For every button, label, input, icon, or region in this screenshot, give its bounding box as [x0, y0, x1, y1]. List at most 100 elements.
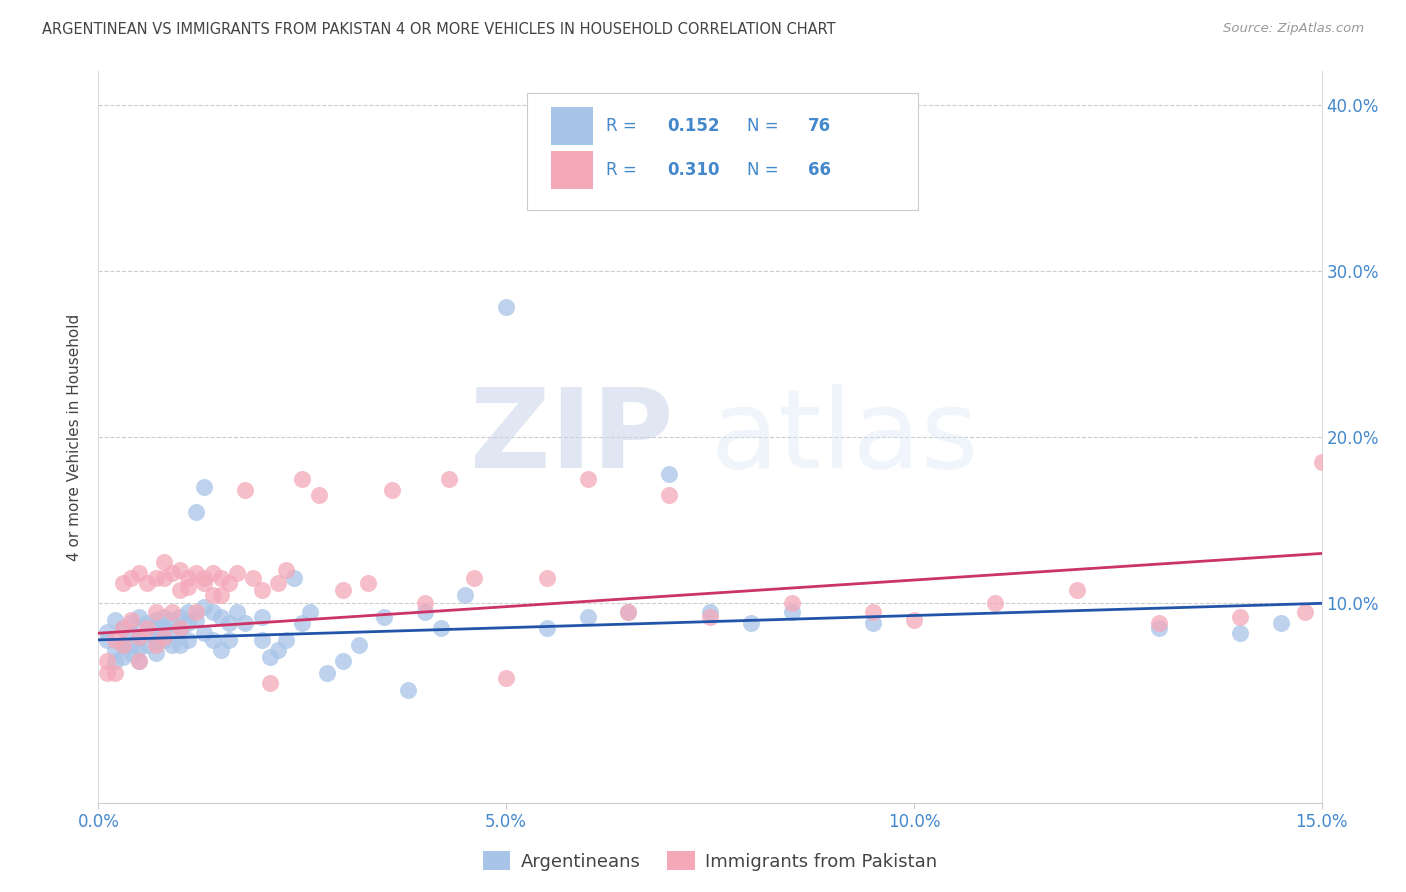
- Point: [226, 605, 249, 619]
- Point: [160, 624, 183, 639]
- Point: [111, 576, 134, 591]
- Point: [617, 605, 640, 619]
- Point: [495, 301, 517, 315]
- Point: [169, 638, 191, 652]
- Point: [576, 472, 599, 486]
- Point: [259, 676, 281, 690]
- Point: [96, 655, 118, 669]
- Point: [209, 588, 232, 602]
- Point: [454, 588, 477, 602]
- Point: [209, 609, 232, 624]
- Point: [576, 609, 599, 624]
- Point: [160, 566, 183, 581]
- Point: [413, 605, 436, 619]
- Point: [349, 638, 371, 652]
- Point: [104, 655, 127, 669]
- Point: [201, 605, 224, 619]
- Point: [658, 467, 681, 481]
- Point: [145, 632, 167, 647]
- Point: [1147, 616, 1170, 631]
- Point: [160, 638, 183, 652]
- Point: [128, 641, 150, 656]
- FancyBboxPatch shape: [551, 107, 592, 145]
- Text: 0.310: 0.310: [668, 161, 720, 179]
- Point: [186, 566, 208, 581]
- Text: N =: N =: [747, 117, 783, 136]
- Point: [160, 605, 183, 619]
- Point: [136, 621, 159, 635]
- Point: [373, 609, 395, 624]
- Text: 76: 76: [808, 117, 831, 136]
- Text: 0.152: 0.152: [668, 117, 720, 136]
- Point: [1310, 455, 1333, 469]
- Point: [111, 621, 134, 635]
- Point: [1229, 626, 1251, 640]
- Point: [250, 609, 273, 624]
- Point: [862, 616, 884, 631]
- Point: [193, 571, 215, 585]
- Text: R =: R =: [606, 117, 643, 136]
- Point: [218, 576, 240, 591]
- Point: [536, 571, 558, 585]
- Point: [152, 571, 174, 585]
- Point: [177, 632, 200, 647]
- Text: ZIP: ZIP: [470, 384, 673, 491]
- Point: [658, 488, 681, 502]
- Point: [128, 566, 150, 581]
- Point: [104, 643, 127, 657]
- Point: [145, 613, 167, 627]
- Point: [186, 613, 208, 627]
- Point: [120, 638, 142, 652]
- Point: [267, 576, 290, 591]
- Point: [381, 483, 404, 498]
- Point: [120, 646, 142, 660]
- Point: [96, 632, 118, 647]
- Point: [160, 613, 183, 627]
- Point: [250, 632, 273, 647]
- Point: [495, 671, 517, 685]
- Point: [699, 609, 721, 624]
- FancyBboxPatch shape: [526, 94, 918, 211]
- Point: [145, 638, 167, 652]
- Point: [218, 632, 240, 647]
- Point: [274, 632, 297, 647]
- Point: [356, 576, 378, 591]
- Point: [169, 563, 191, 577]
- Point: [169, 582, 191, 597]
- Point: [1294, 605, 1316, 619]
- Point: [862, 605, 884, 619]
- Point: [96, 666, 118, 681]
- Point: [193, 576, 215, 591]
- Point: [283, 571, 305, 585]
- Point: [274, 563, 297, 577]
- Point: [120, 616, 142, 631]
- Point: [332, 655, 354, 669]
- Point: [169, 621, 191, 635]
- Point: [169, 621, 191, 635]
- Point: [111, 621, 134, 635]
- Point: [299, 605, 322, 619]
- Point: [128, 630, 150, 644]
- Point: [169, 609, 191, 624]
- Point: [1066, 582, 1088, 597]
- Point: [145, 621, 167, 635]
- Point: [128, 655, 150, 669]
- Point: [617, 605, 640, 619]
- Point: [267, 643, 290, 657]
- Point: [128, 655, 150, 669]
- Point: [209, 643, 232, 657]
- Point: [780, 605, 803, 619]
- Point: [152, 555, 174, 569]
- Point: [396, 682, 419, 697]
- Point: [193, 599, 215, 614]
- Point: [233, 483, 256, 498]
- Point: [903, 613, 925, 627]
- Point: [111, 649, 134, 664]
- Point: [430, 621, 453, 635]
- Point: [1270, 616, 1292, 631]
- Point: [201, 632, 224, 647]
- Point: [111, 638, 134, 652]
- Point: [177, 571, 200, 585]
- Point: [136, 626, 159, 640]
- Point: [413, 596, 436, 610]
